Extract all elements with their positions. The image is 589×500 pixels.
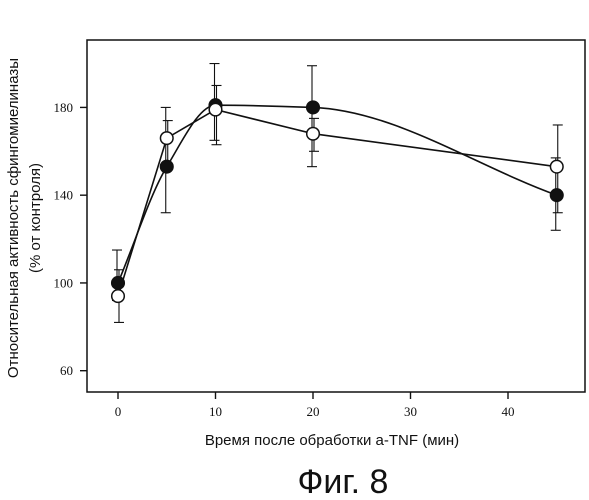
x-tick-label-40: 40 xyxy=(502,404,515,419)
figure-caption: Фиг. 8 xyxy=(298,463,389,500)
data-points xyxy=(112,99,563,302)
x-tick-label-10: 10 xyxy=(209,404,222,419)
x-tick-label-0: 0 xyxy=(115,404,122,419)
x-axis-title: Время после обработки a-TNF (мин) xyxy=(205,432,459,449)
series-curves xyxy=(118,105,557,296)
series-2-point xyxy=(209,103,222,116)
y-axis-ticks: 60 100 140 180 xyxy=(54,100,88,378)
plot-frame xyxy=(87,40,585,392)
y-tick-label-60: 60 xyxy=(60,363,73,378)
x-tick-label-30: 30 xyxy=(404,404,417,419)
error-bars xyxy=(112,64,563,323)
y-axis-title: Относительная активность сфингомиелиназы… xyxy=(5,58,44,378)
y-tick-label-180: 180 xyxy=(54,100,74,115)
series-1-point xyxy=(550,189,563,202)
y-axis-title-line-1: Относительная активность сфингомиелиназы xyxy=(5,58,22,378)
series-1-line xyxy=(118,105,557,283)
series-2-point xyxy=(307,127,320,140)
x-axis-ticks: 0 10 20 30 40 xyxy=(115,392,515,419)
y-tick-label-100: 100 xyxy=(54,275,74,290)
y-tick-label-140: 140 xyxy=(54,188,74,203)
series-2-point xyxy=(112,290,125,303)
series-1-point xyxy=(160,160,173,173)
x-tick-label-20: 20 xyxy=(307,404,320,419)
y-axis-title-line-2: (% от контроля) xyxy=(27,163,44,273)
series-1-point xyxy=(112,277,125,290)
series-1-point xyxy=(307,101,320,114)
series-2-point xyxy=(160,132,173,145)
series-2-point xyxy=(550,160,563,173)
